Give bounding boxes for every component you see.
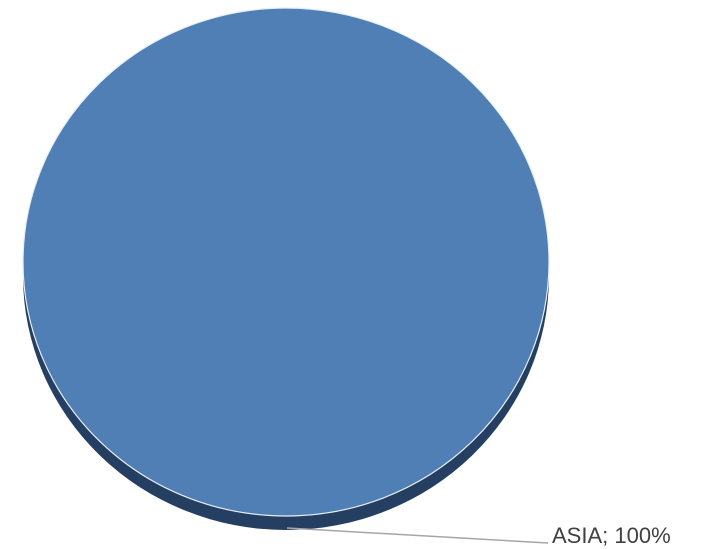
leader-line-asia	[286, 527, 549, 544]
plot-area	[22, 7, 550, 530]
data-labels: ASIA; 100%	[286, 523, 671, 548]
data-label-asia: ASIA; 100%	[552, 523, 671, 548]
pie-slice-asia[interactable]	[23, 8, 549, 516]
pie-slice-rim	[22, 7, 550, 517]
